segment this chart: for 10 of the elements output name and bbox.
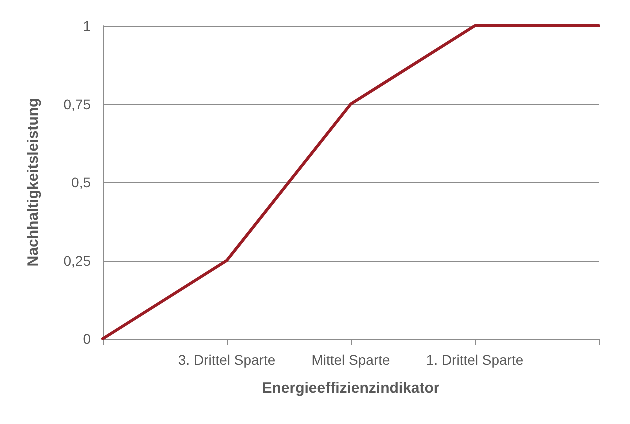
y-tick-label: 0,75	[64, 96, 92, 112]
x-tick-label: 3. Drittel Sparte	[178, 352, 276, 368]
y-tick-label: 0,5	[72, 174, 92, 190]
x-tick-label: Mittel Sparte	[312, 352, 391, 368]
y-tick-label: 0,25	[64, 252, 92, 269]
y-tick-label: 0	[83, 331, 92, 347]
y-tick-label: 1	[83, 18, 92, 34]
x-tick-label: 1. Drittel Sparte	[426, 352, 524, 368]
x-axis-title: Energieeffizienzindikator	[262, 380, 440, 397]
y-axis-title: Nachhaltigkeitsleistung	[25, 98, 42, 267]
